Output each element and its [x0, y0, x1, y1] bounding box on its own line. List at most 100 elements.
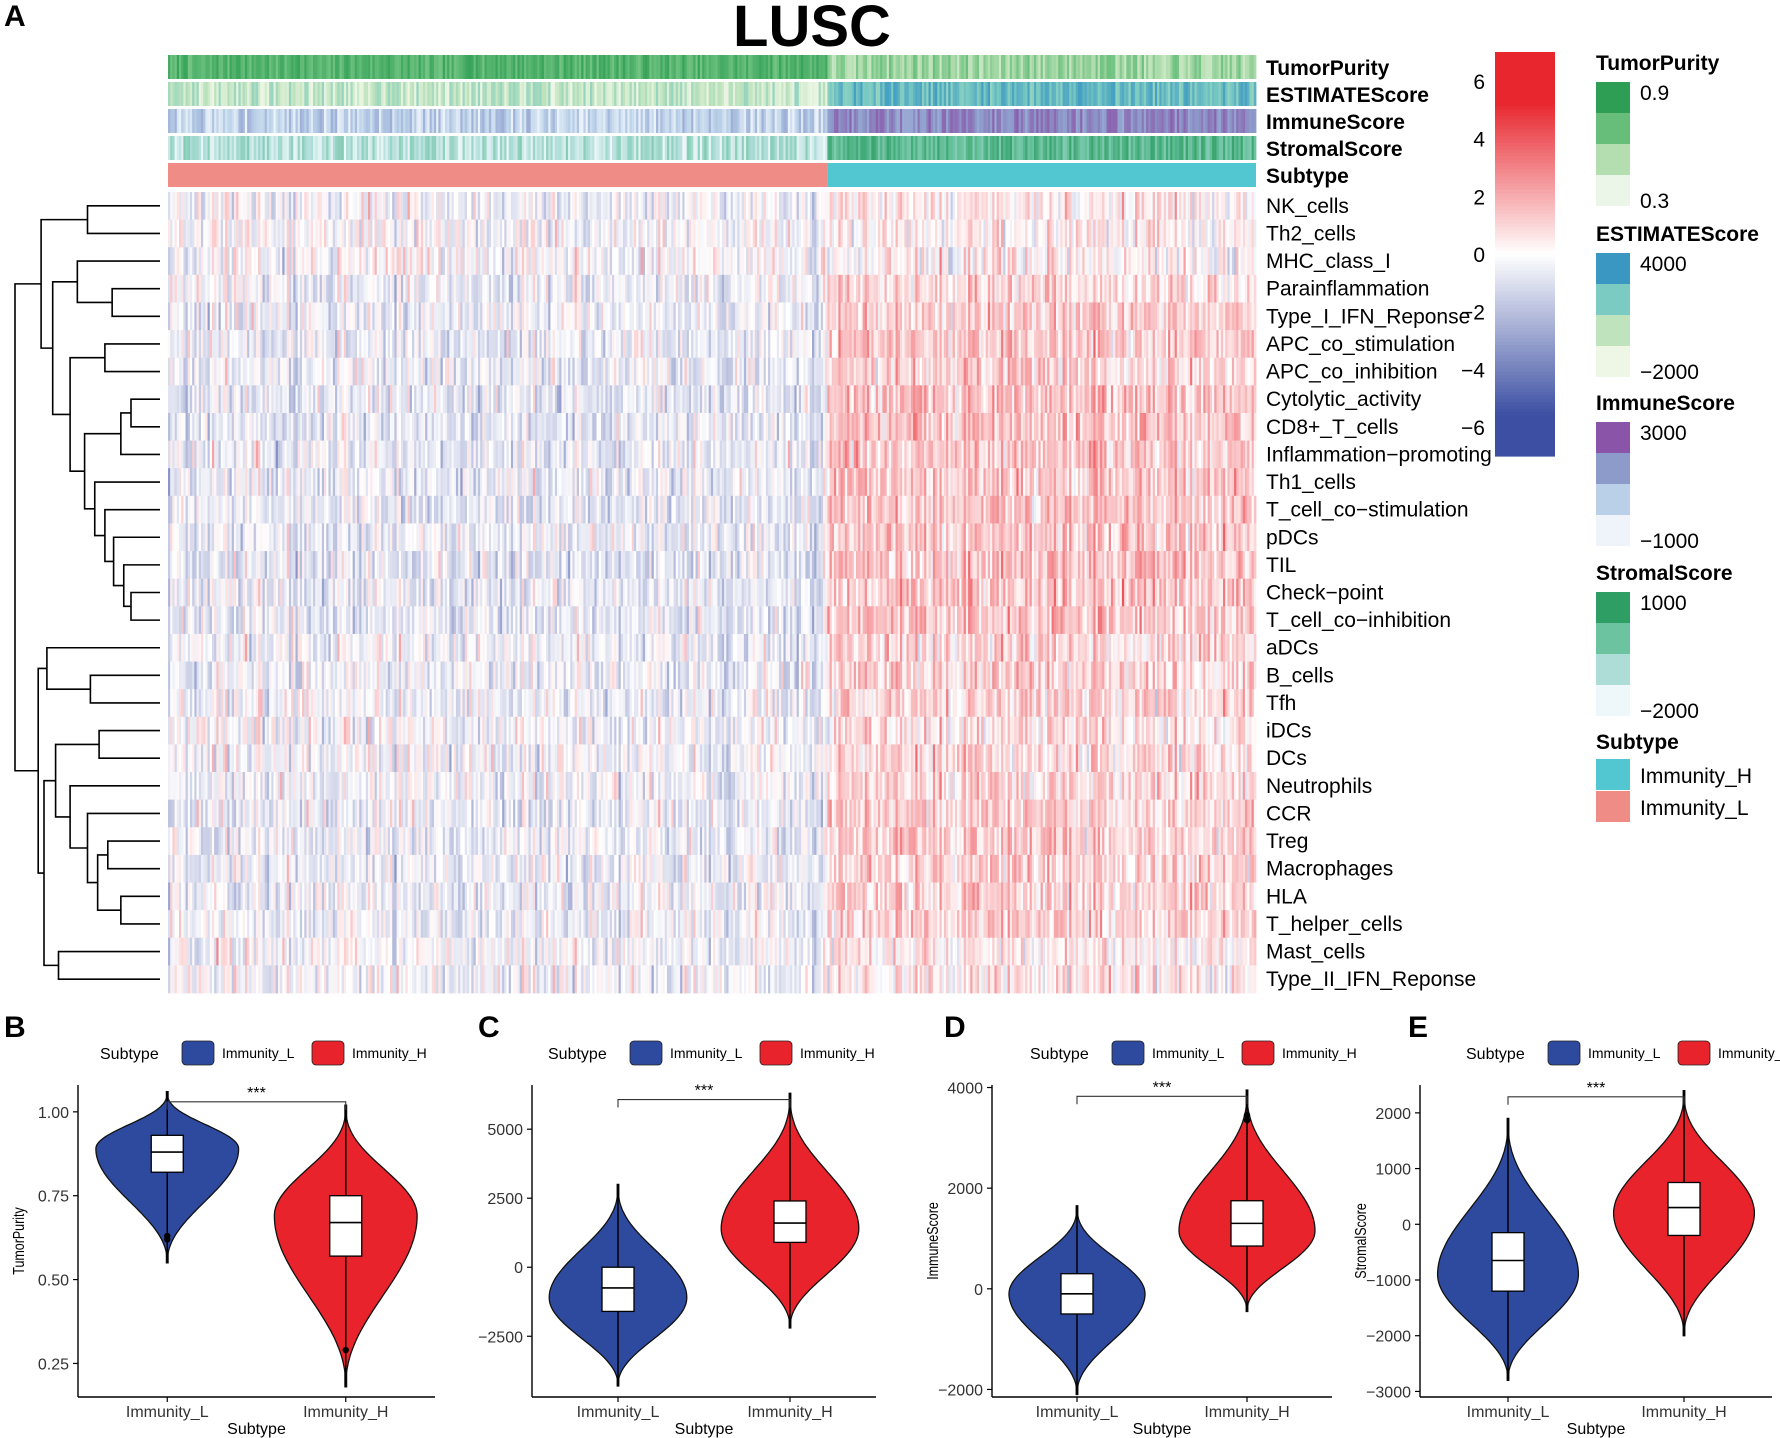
heatmap-cell: [860, 302, 863, 331]
heatmap-cell: [187, 302, 191, 331]
heatmap-cell: [1253, 274, 1257, 303]
annotation-cell: [436, 136, 439, 160]
heatmap-cell: [293, 302, 296, 331]
annotation-cell: [774, 55, 778, 79]
heatmap-cell: [919, 219, 923, 248]
heatmap-cell: [805, 274, 809, 303]
heatmap-cell: [1051, 302, 1055, 331]
heatmap-cell: [271, 274, 274, 303]
heatmap-cell: [1231, 247, 1235, 276]
annotation-cell: [563, 109, 567, 133]
heatmap-cell: [673, 247, 677, 276]
annotation-cell: [269, 55, 272, 79]
heatmap-cell: [370, 302, 373, 331]
annotation-cell: [1234, 82, 1237, 106]
heatmap-cell: [1075, 330, 1079, 359]
heatmap-cell: [662, 330, 666, 359]
annotation-cell: [251, 55, 255, 79]
heatmap-cell: [1176, 192, 1180, 221]
heatmap-cell: [321, 274, 325, 303]
heatmap-cell: [444, 219, 448, 248]
heatmap-row: [168, 192, 1257, 221]
heatmap-cell: [570, 247, 573, 276]
heatmap-cell: [924, 302, 927, 331]
annotation-cell: [702, 136, 705, 160]
annotation-cell: [1227, 136, 1231, 160]
heatmap-cell: [917, 219, 921, 248]
heatmap-cell: [258, 330, 261, 359]
annotation-cell: [1113, 55, 1116, 79]
heatmap-cell: [381, 302, 384, 331]
annotation-cell: [974, 82, 978, 106]
annotation-cell: [851, 55, 855, 79]
heatmap-cell: [1020, 219, 1024, 248]
heatmap-cell: [601, 247, 604, 276]
heatmap-cell: [1047, 219, 1050, 248]
annotation-cell: [249, 136, 252, 160]
heatmap-cell: [919, 192, 923, 221]
heatmap-cell: [992, 219, 995, 248]
heatmap-cell: [447, 192, 450, 221]
heatmap-cell: [638, 192, 641, 221]
heatmap-cell: [719, 247, 723, 276]
heatmap-cell: [976, 274, 980, 303]
annotation-cell: [504, 109, 507, 133]
heatmap-cell: [825, 274, 828, 303]
heatmap-cell: [194, 330, 197, 359]
heatmap-cell: [1196, 192, 1200, 221]
heatmap-cell: [1106, 330, 1110, 359]
annotation-cell: [1179, 136, 1182, 160]
annotation-cell: [855, 136, 859, 160]
annotation-cell: [335, 136, 338, 160]
heatmap-cell: [1179, 330, 1182, 359]
heatmap-cell: [480, 302, 483, 331]
heatmap-cell: [493, 219, 496, 248]
heatmap-cell: [886, 219, 890, 248]
heatmap-cell: [1174, 274, 1178, 303]
heatmap-cell: [1240, 274, 1244, 303]
heatmap-cell: [590, 219, 593, 248]
annotation-cell: [660, 109, 663, 133]
annotation-cell: [519, 109, 523, 133]
annotation-cell: [559, 109, 562, 133]
annotation-cell: [1194, 109, 1198, 133]
annotation-cell: [616, 82, 619, 106]
heatmap-cell: [1174, 330, 1178, 359]
heatmap-cell: [629, 247, 633, 276]
annotation-cell: [357, 82, 360, 106]
annotation-cell: [801, 136, 804, 160]
annotation-cell: [253, 82, 257, 106]
heatmap-cell: [666, 219, 670, 248]
heatmap-cell: [833, 274, 837, 303]
heatmap-cell: [398, 247, 402, 276]
heatmap-cell: [275, 192, 279, 221]
annotation-cell: [827, 55, 830, 79]
heatmap-cell: [952, 219, 956, 248]
heatmap-cell: [893, 274, 896, 303]
annotation-cell: [247, 136, 250, 160]
heatmap-cell: [638, 330, 641, 359]
annotation-cell: [381, 136, 384, 160]
annotation-cell: [750, 82, 754, 106]
annotation-cell: [1227, 109, 1231, 133]
heatmap-cell: [822, 302, 826, 331]
heatmap-cell: [343, 247, 347, 276]
heatmap-cell: [1185, 330, 1189, 359]
heatmap-cell: [449, 247, 452, 276]
annotation-cell: [963, 109, 967, 133]
heatmap-cell: [921, 330, 925, 359]
annotation-cell: [974, 55, 978, 79]
heatmap-cell: [858, 192, 861, 221]
annotation-cell: [693, 136, 696, 160]
heatmap-cell: [1049, 274, 1052, 303]
annotation-cell: [350, 136, 354, 160]
heatmap-cell: [350, 219, 354, 248]
heatmap-cell: [880, 247, 883, 276]
annotation-cell: [1218, 109, 1222, 133]
heatmap-cell: [368, 302, 371, 331]
heatmap-cell: [372, 192, 376, 221]
annotation-cell: [1126, 82, 1129, 106]
annotation-cell: [1117, 136, 1121, 160]
annotation-cell: [625, 82, 628, 106]
heatmap-cell: [816, 274, 820, 303]
